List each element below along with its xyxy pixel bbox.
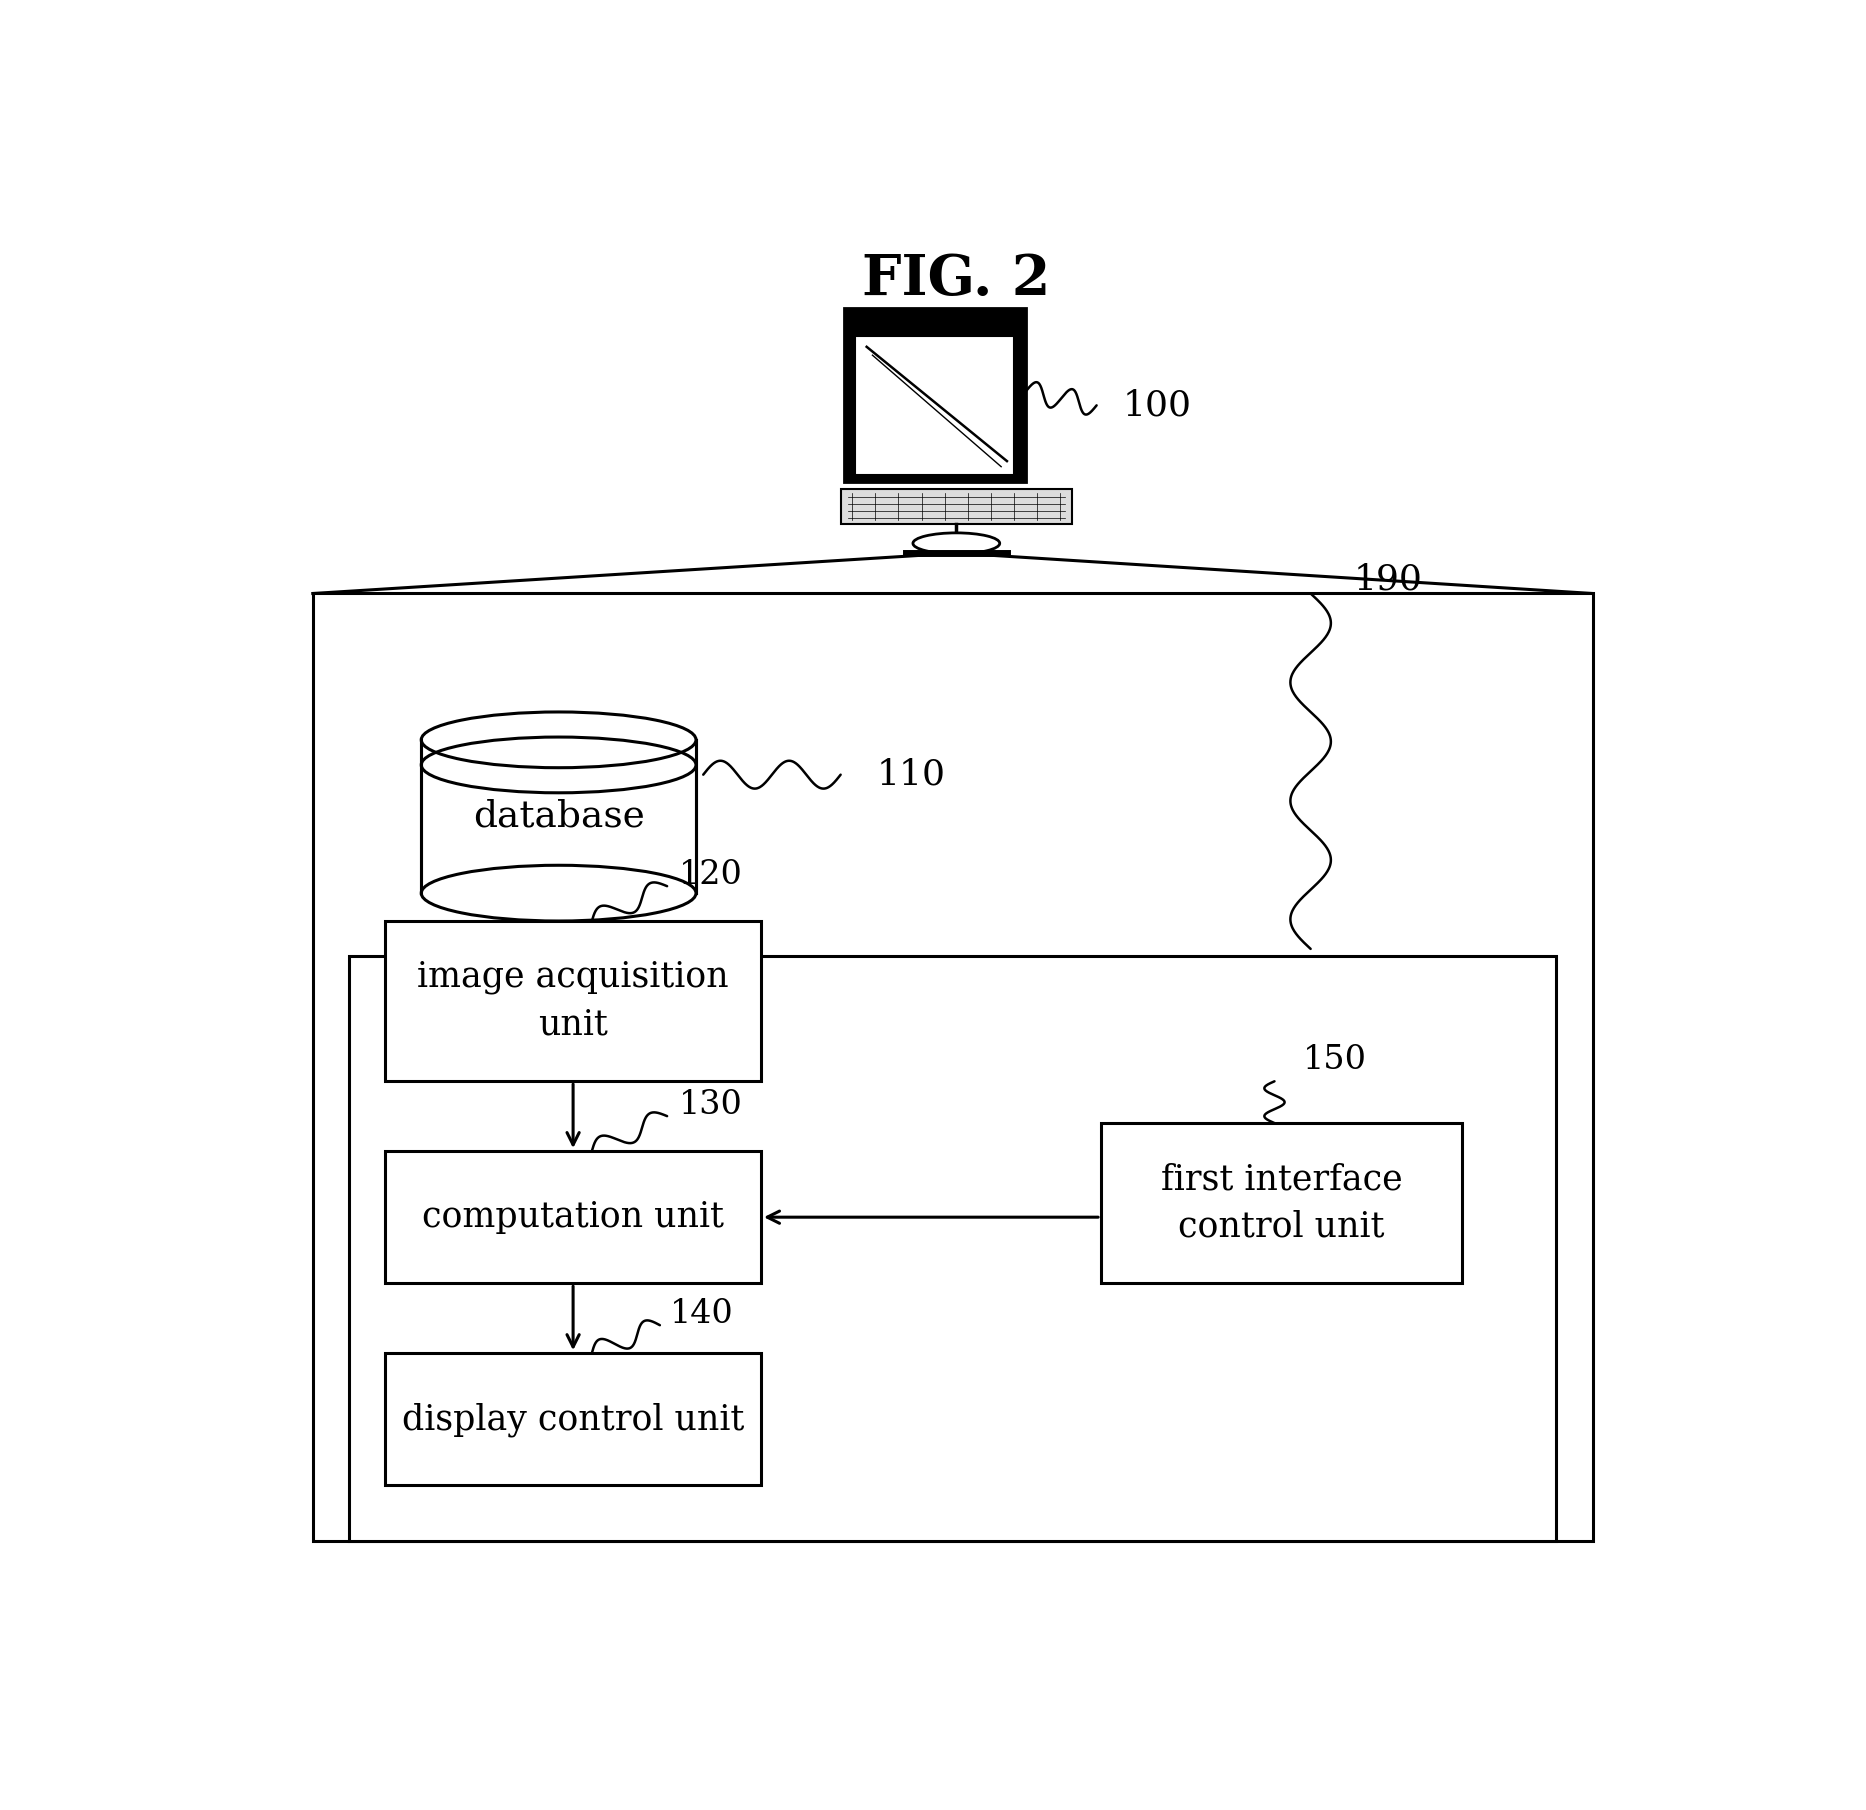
Bar <box>424 740 692 892</box>
Bar <box>843 308 1026 324</box>
Text: 190: 190 <box>1355 563 1424 597</box>
Ellipse shape <box>912 532 1000 554</box>
Bar <box>843 308 1026 481</box>
Bar <box>313 594 1594 1542</box>
Text: FIG. 2: FIG. 2 <box>862 252 1051 308</box>
Text: database: database <box>472 798 644 834</box>
Text: 110: 110 <box>877 758 946 791</box>
Text: image acquisition
unit: image acquisition unit <box>418 961 730 1043</box>
Text: 140: 140 <box>670 1298 733 1330</box>
Bar <box>840 489 1071 523</box>
Text: display control unit: display control unit <box>401 1403 745 1437</box>
Text: first interface
control unit: first interface control unit <box>1161 1162 1403 1243</box>
Text: 130: 130 <box>679 1090 743 1120</box>
Text: 150: 150 <box>1302 1044 1368 1077</box>
Bar <box>384 921 761 1081</box>
Bar <box>855 335 1015 474</box>
Bar <box>384 1354 761 1486</box>
Text: 120: 120 <box>679 860 743 891</box>
Bar <box>1101 1122 1463 1283</box>
Bar <box>384 1151 761 1283</box>
Text: 100: 100 <box>1123 389 1192 422</box>
Text: computation unit: computation unit <box>422 1200 724 1234</box>
Ellipse shape <box>422 711 696 767</box>
Ellipse shape <box>422 865 696 921</box>
Bar <box>349 956 1556 1542</box>
